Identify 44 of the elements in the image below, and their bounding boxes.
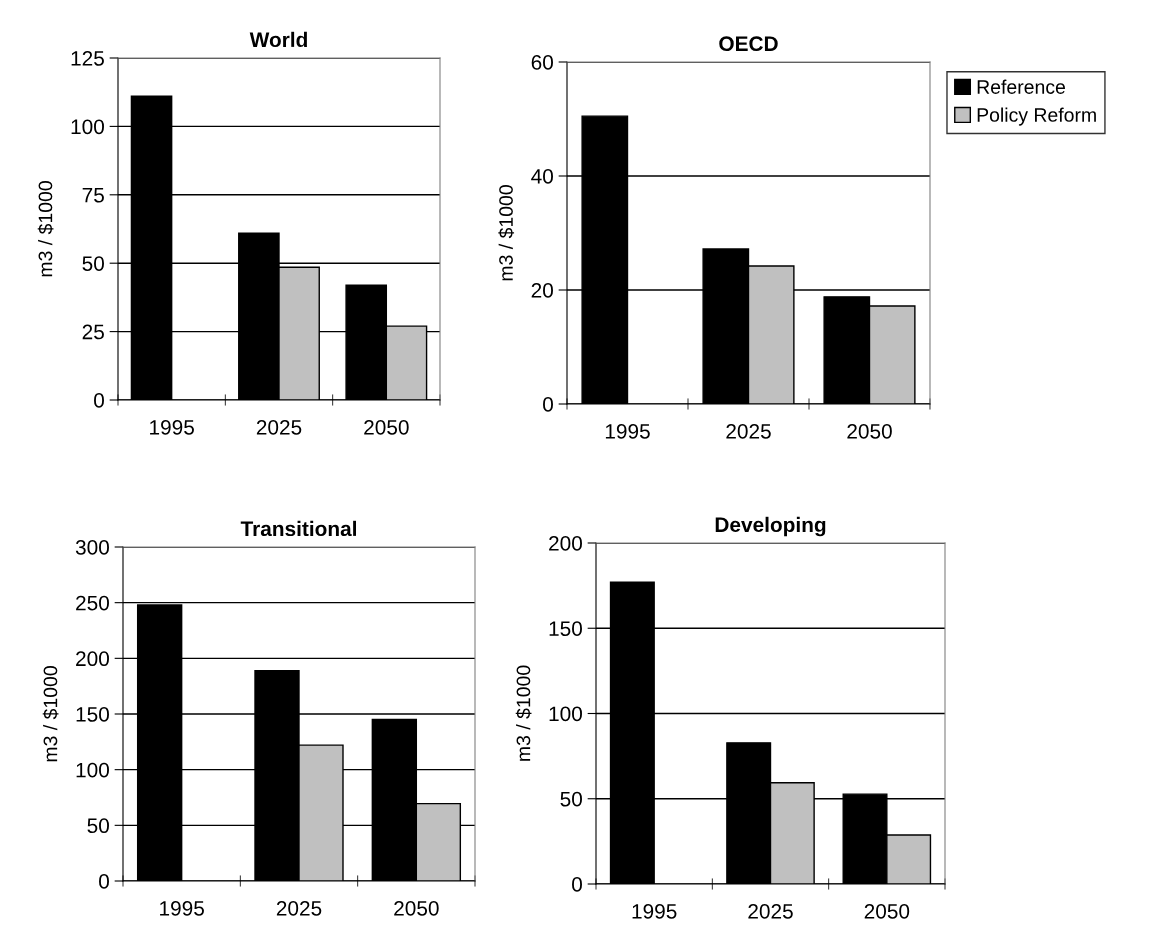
y-tick-label: 50: [82, 256, 104, 271]
y-tick-label: 125: [71, 51, 104, 66]
y-tick-label: 200: [549, 536, 582, 551]
x-tick-label: 2050: [864, 903, 910, 919]
chart-title: World: [249, 31, 307, 48]
legend-label: Policy Reform: [977, 107, 1096, 126]
y-tick-label: 25: [82, 324, 104, 340]
x-tick-label: 1995: [605, 423, 650, 439]
y-tick-label: 300: [75, 540, 109, 555]
x-tick-label: 1995: [632, 903, 677, 919]
y-tick-label: 50: [87, 818, 109, 834]
y-tick-label: 40: [531, 169, 553, 184]
x-tick-label: 2025: [748, 903, 793, 919]
x-tick-label: 1995: [150, 419, 194, 435]
x-tick-label: 2025: [726, 423, 771, 439]
y-tick-label: 60: [531, 55, 553, 70]
chart-title: Developing: [715, 516, 826, 537]
y-tick-label: 100: [549, 706, 582, 722]
x-tick-label: 2025: [276, 900, 322, 916]
y-axis-title: m3 / $1000: [42, 666, 59, 762]
y-tick-label: 0: [572, 877, 582, 892]
y-tick-label: 100: [71, 119, 104, 135]
y-tick-label: 150: [549, 621, 582, 636]
chart-title: Transitional: [240, 520, 356, 537]
legend-label: Reference: [977, 79, 1065, 94]
chart-title: OECD: [719, 36, 778, 52]
x-tick-label: 2050: [364, 419, 409, 435]
x-tick-label: 2025: [256, 419, 302, 435]
x-tick-label: 1995: [160, 900, 204, 916]
y-tick-label: 150: [76, 707, 109, 722]
y-tick-label: 100: [76, 762, 109, 778]
y-tick-label: 0: [94, 393, 104, 408]
x-tick-label: 2050: [847, 423, 892, 439]
y-tick-label: 250: [76, 595, 109, 611]
y-tick-label: 200: [76, 651, 109, 667]
y-tick-label: 20: [531, 283, 553, 298]
y-tick-label: 50: [560, 791, 582, 807]
y-tick-label: 75: [82, 188, 104, 203]
y-axis-title: m3 / $1000: [498, 185, 515, 281]
y-axis-title: m3 / $1000: [515, 665, 532, 761]
y-tick-label: 0: [543, 397, 553, 412]
x-tick-label: 2050: [394, 900, 439, 916]
y-axis-title: m3 / $1000: [37, 181, 54, 277]
y-tick-label: 0: [99, 874, 109, 889]
